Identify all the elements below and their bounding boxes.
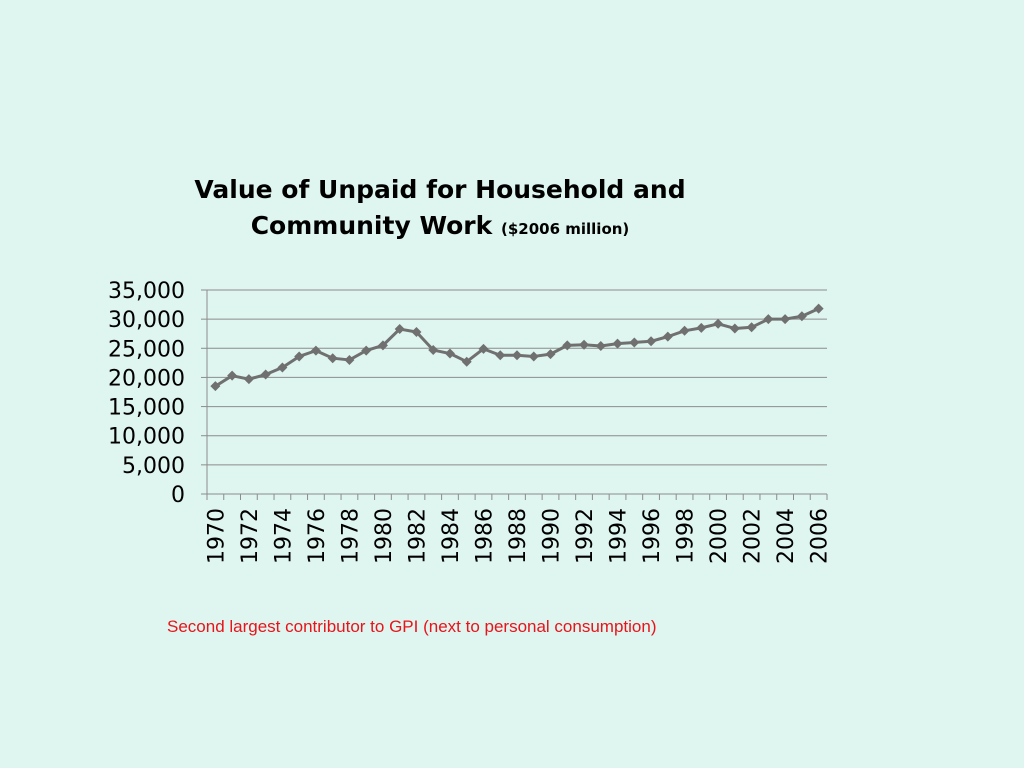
data-point-marker: [428, 345, 439, 356]
data-point-marker: [411, 326, 422, 337]
data-point-marker: [344, 354, 355, 365]
chart-title-line1: Value of Unpaid for Household and: [194, 175, 686, 204]
data-point-marker: [294, 351, 305, 362]
x-tick-label: 1982: [405, 508, 430, 564]
y-tick-label: 0: [171, 483, 185, 508]
footnote: Second largest contributor to GPI (next …: [167, 617, 657, 636]
data-point-marker: [746, 322, 757, 333]
data-point-marker: [545, 349, 556, 360]
y-tick-label: 15,000: [108, 396, 185, 421]
y-tick-label: 30,000: [108, 308, 185, 333]
chart-title-main: Community Work: [250, 211, 493, 240]
data-point-marker: [478, 343, 489, 354]
chart-title: Value of Unpaid for Household and Commun…: [140, 172, 740, 247]
data-point-marker: [595, 340, 606, 351]
data-point-marker: [729, 323, 740, 334]
x-tick-label: 1978: [338, 508, 363, 564]
x-tick-label: 1974: [271, 508, 296, 564]
x-tick-label: 1994: [607, 508, 632, 564]
data-point-marker: [461, 356, 472, 367]
x-tick-label: 1980: [372, 508, 397, 564]
data-point-marker: [528, 351, 539, 362]
x-tick-label: 1998: [674, 508, 699, 564]
x-tick-label: 1972: [238, 508, 263, 564]
y-tick-label: 5,000: [122, 454, 185, 479]
data-point-marker: [662, 331, 673, 342]
x-tick-label: 1992: [573, 508, 598, 564]
x-tick-label: 1986: [472, 508, 497, 564]
x-tick-label: 2006: [808, 508, 833, 564]
data-point-marker: [780, 314, 791, 325]
data-point-marker: [679, 325, 690, 336]
data-point-marker: [696, 322, 707, 333]
data-point-marker: [612, 338, 623, 349]
x-tick-label: 1996: [640, 508, 665, 564]
x-tick-label: 2004: [774, 508, 799, 564]
data-point-marker: [629, 337, 640, 348]
data-point-marker: [579, 339, 590, 350]
data-point-marker: [361, 345, 372, 356]
data-point-marker: [377, 340, 388, 351]
data-point-marker: [512, 350, 522, 361]
data-point-marker: [796, 311, 807, 322]
data-point-marker: [763, 314, 774, 325]
data-point-marker: [260, 369, 271, 380]
x-tick-label: 1990: [540, 508, 565, 564]
chart-title-line2: Community Work ($2006 million): [140, 208, 740, 247]
data-point-marker: [227, 370, 238, 381]
data-point-marker: [243, 374, 254, 385]
data-point-marker: [562, 340, 573, 351]
series-line: [214, 307, 820, 388]
y-tick-label: 10,000: [108, 425, 185, 450]
data-point-marker: [394, 324, 405, 335]
y-tick-label: 35,000: [108, 279, 185, 304]
data-point-marker: [713, 318, 724, 329]
data-point-marker: [646, 336, 657, 347]
x-tick-label: 2000: [707, 508, 732, 564]
data-point-marker: [327, 353, 338, 364]
y-tick-label: 25,000: [108, 337, 185, 362]
data-point-marker: [813, 303, 824, 314]
x-tick-label: 1988: [506, 508, 531, 564]
x-tick-label: 2002: [741, 508, 766, 564]
x-tick-label: 1976: [305, 508, 330, 564]
x-tick-label: 1970: [204, 508, 229, 564]
data-point-marker: [310, 345, 321, 356]
data-point-marker: [277, 362, 288, 373]
y-tick-label: 20,000: [108, 366, 185, 391]
data-point-marker: [495, 350, 506, 361]
x-tick-label: 1984: [439, 508, 464, 564]
chart-title-unit: ($2006 million): [500, 220, 630, 238]
data-point-marker: [444, 348, 455, 359]
data-point-marker: [210, 381, 221, 392]
